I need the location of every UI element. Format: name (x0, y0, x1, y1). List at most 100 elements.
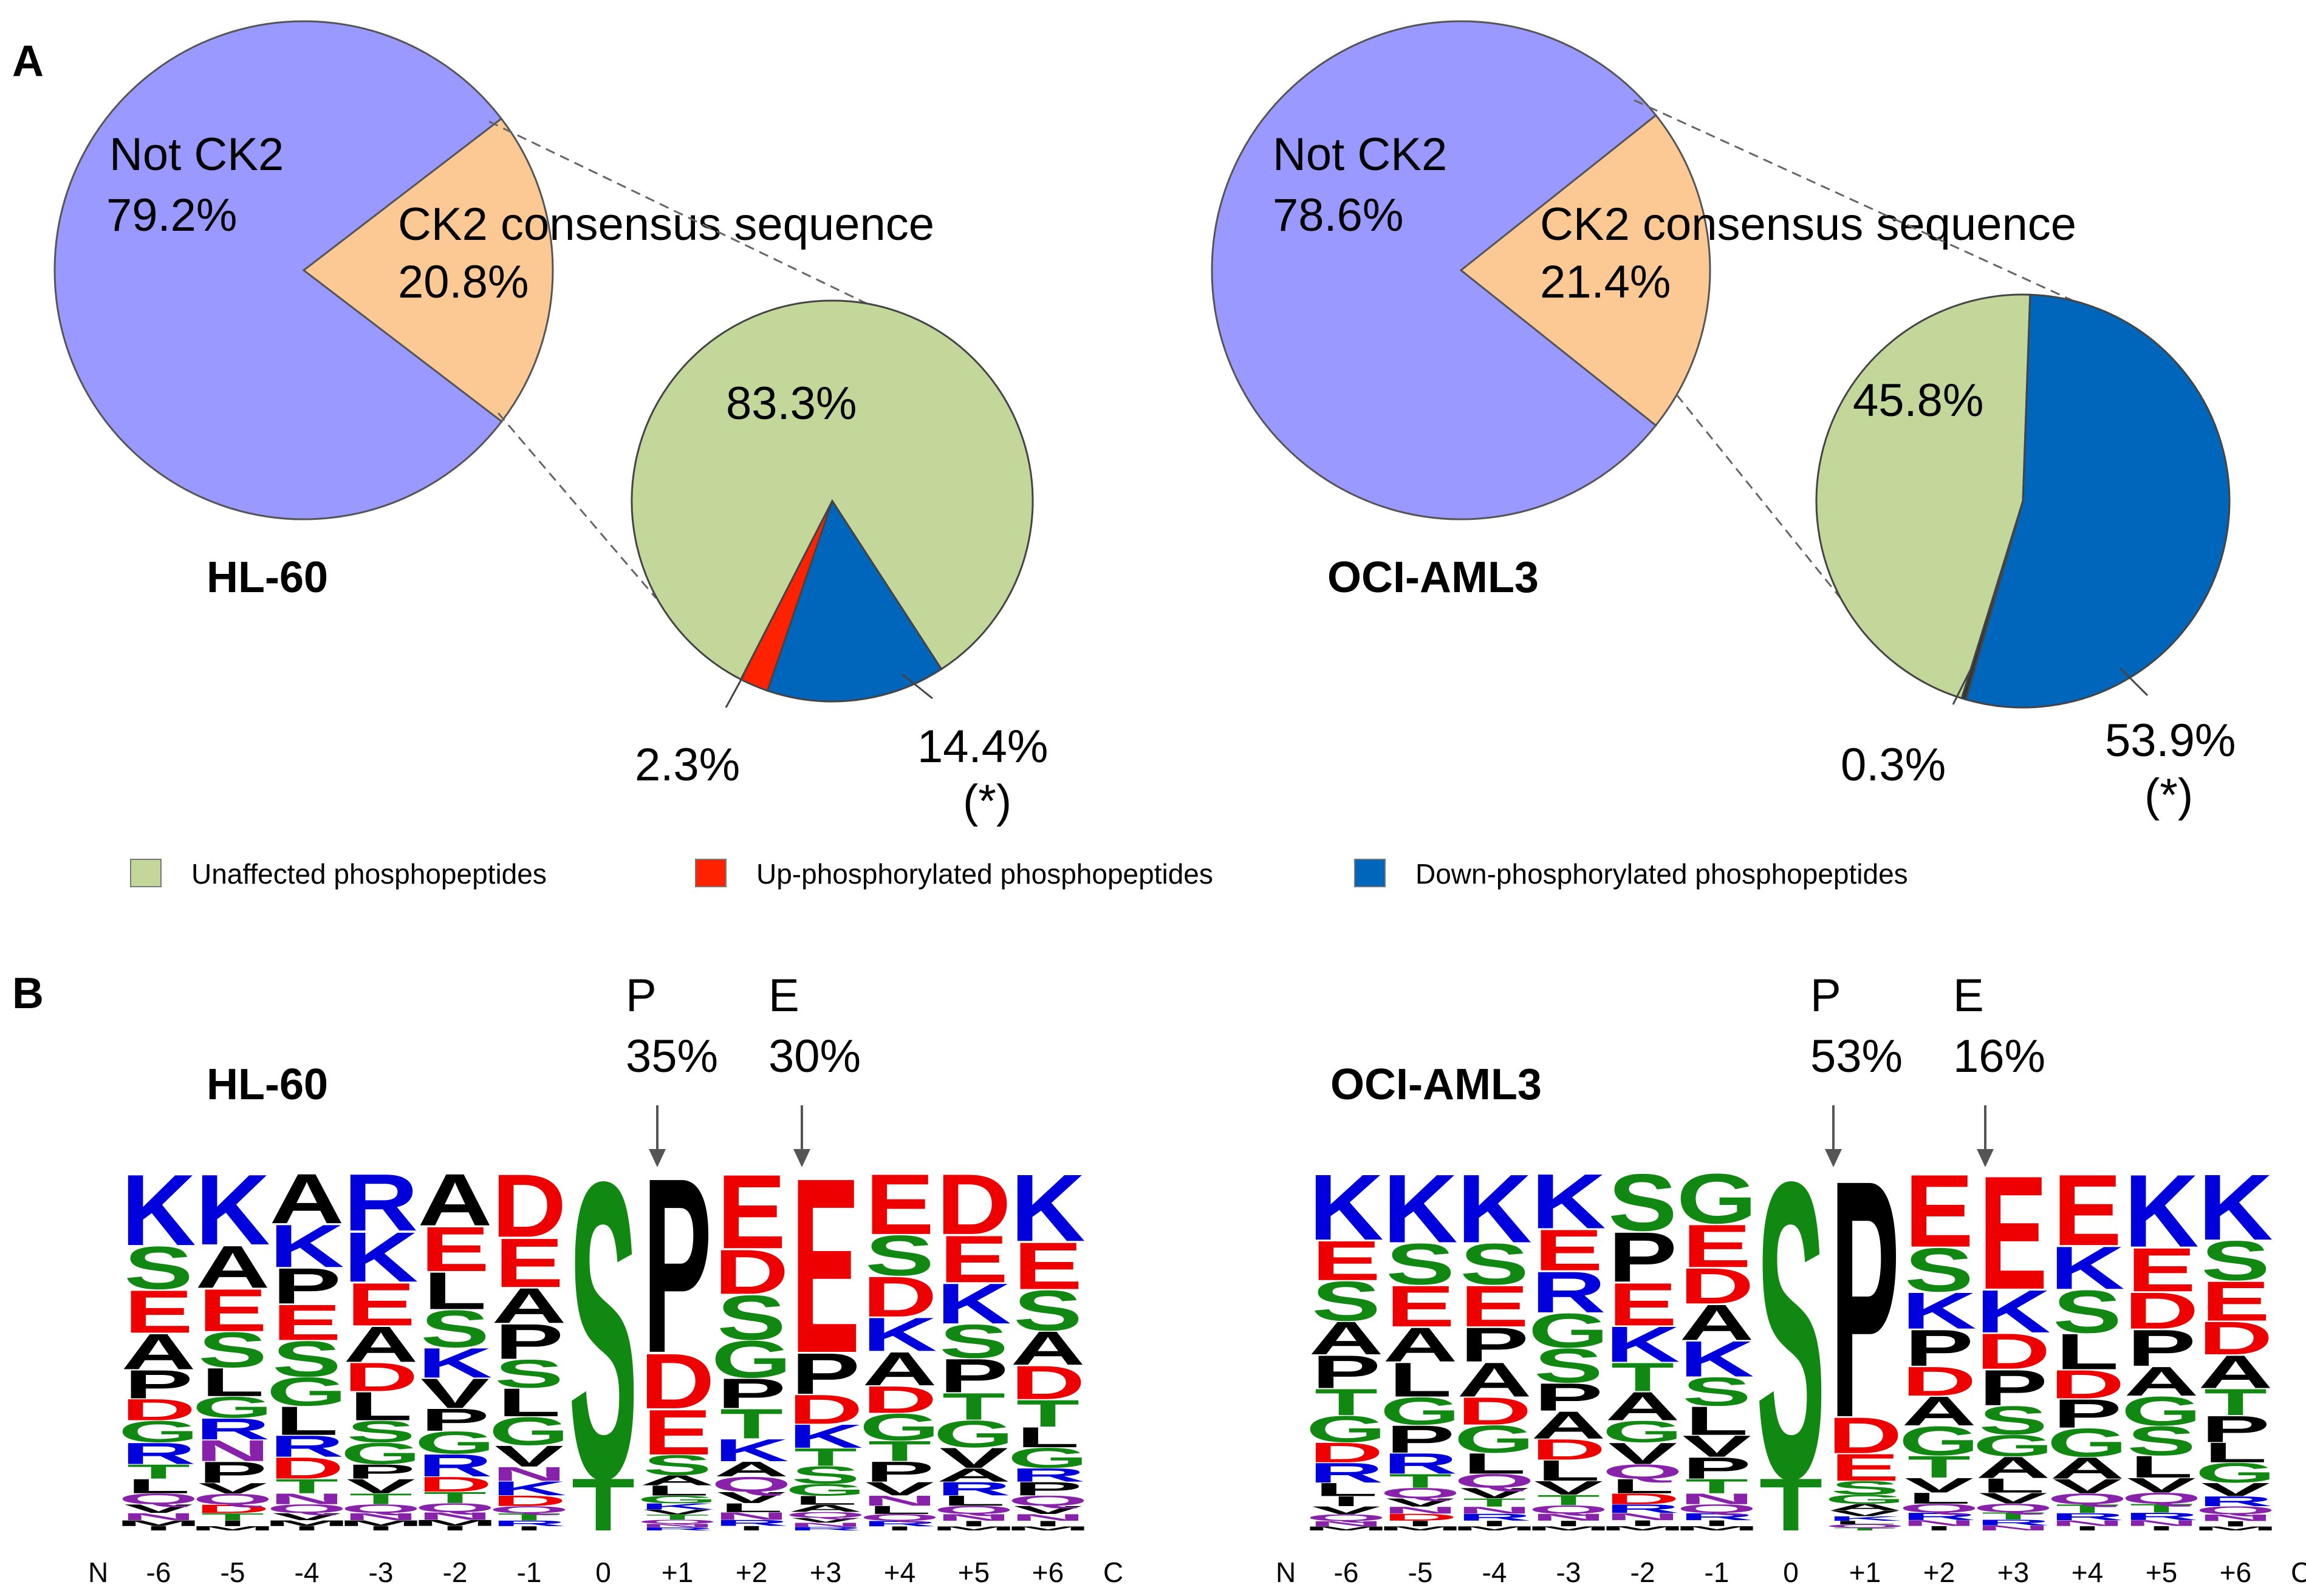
logo-letter: R (1679, 1511, 1754, 1523)
callout-pct-p: 53% (1810, 1031, 1903, 1082)
label-not-ck2: Not CK2 (109, 129, 284, 180)
logo-letter: R (1457, 1512, 1531, 1523)
logo-letter: D (862, 1265, 937, 1329)
logo-letter: L (1016, 1422, 1079, 1453)
note-down: (*) (2144, 769, 2193, 821)
callout-residue-e: E (768, 970, 799, 1021)
legend-swatch-up (695, 859, 727, 887)
logo-letter: P (1386, 1417, 1455, 1461)
logo-letter: D (1309, 1437, 1383, 1468)
logo-letter: P (939, 1349, 1008, 1403)
logo-letter: K (788, 1417, 863, 1454)
arrowhead-icon (1977, 1149, 1994, 1167)
logo-letter: T (1907, 1450, 1971, 1484)
logo-letter: T (275, 1475, 338, 1498)
logo-letter: N (1901, 1518, 1976, 1527)
logo-letter: L (2204, 1437, 2267, 1468)
logo-letter: R (195, 1412, 270, 1446)
logo-letter: E (1904, 1154, 1974, 1269)
slice-not-ck2 (1211, 20, 1657, 520)
logo-letter: K (1010, 1154, 1085, 1261)
logo-letter: D (714, 1236, 789, 1308)
position-tick-label: +3 (810, 1557, 841, 1588)
logo-letter: G (2195, 1458, 2276, 1489)
legend-label-up: Up-phosphorylated phosphopeptides (756, 858, 1213, 890)
logo-letter: G (1899, 1418, 1980, 1464)
logo-letter: L (646, 1482, 709, 1498)
logo-letter: S (124, 1233, 193, 1301)
slice-ck2 (1459, 114, 1711, 427)
logo-letter: T (1611, 1355, 1674, 1400)
logo-letter: D (1605, 1490, 1680, 1507)
logo-letter: E (1534, 1218, 1603, 1283)
position-tick-label: -5 (1408, 1557, 1433, 1588)
logo-letter: E (1682, 1212, 1751, 1280)
logo-letter: N (862, 1493, 937, 1509)
logo-letter: K (1901, 1281, 1976, 1339)
logo-letter: L (423, 1261, 487, 1320)
logo-letter: A (269, 1159, 344, 1238)
logo-letter: Q (118, 1490, 199, 1507)
logo-letter: P (1312, 1346, 1381, 1398)
legend-swatch-unaffected (130, 859, 162, 887)
position-tick-label: +5 (2146, 1557, 2177, 1588)
logo-letter: Q (934, 1504, 1014, 1516)
logo-letter: E (1386, 1274, 1455, 1339)
logo-letter: M (1377, 1525, 1463, 1532)
callout-pct-e: 30% (768, 1031, 861, 1082)
logo-letter: M (190, 1525, 276, 1532)
logo-letter: I (959, 1519, 988, 1528)
logo-letter: T (349, 1490, 412, 1507)
logo-letter: G (785, 1481, 866, 1499)
logo-letter: P (1460, 1318, 1529, 1373)
c-terminus-label: C (2291, 1557, 2306, 1588)
logo-letter: T (572, 1463, 635, 1546)
logo-letter: E (198, 1277, 267, 1344)
logo-letter: V (1904, 1474, 1974, 1497)
c-terminus-label: C (1103, 1557, 1123, 1588)
logo-letter: R (862, 1519, 937, 1528)
value-up: 0.3% (1841, 739, 1946, 791)
n-terminus-label: N (88, 1557, 108, 1588)
logo-letter: N (1309, 1519, 1383, 1528)
logo-letter: V (939, 1442, 1008, 1474)
logo-letter: L (1907, 1490, 1971, 1507)
logo-letter: D (343, 1355, 418, 1400)
logo-letter: D (417, 1473, 492, 1496)
logo-letter: G (711, 1330, 792, 1389)
logo-letter: A (417, 1159, 492, 1241)
value-ck2: 21.4% (1540, 256, 1671, 308)
logo-letter: Q (489, 1504, 570, 1515)
arrowhead-icon (793, 1149, 810, 1167)
logo-letter: N (1976, 1524, 2050, 1532)
logo-letter: M (115, 1519, 202, 1528)
logo-letter: P (272, 1258, 341, 1315)
logo-letter: P (1979, 1360, 2048, 1416)
connector-line-top (1634, 99, 2093, 311)
position-tick-label: +1 (662, 1557, 693, 1588)
logo-letter: V (1608, 1436, 1677, 1470)
position-tick-label: -2 (1630, 1557, 1655, 1588)
value-down: 53.9% (2105, 715, 2236, 766)
logo-letter: R (2124, 1510, 2198, 1522)
logo-letter: T (1016, 1393, 1079, 1435)
position-tick-label: +4 (884, 1557, 915, 1588)
logo-letter: L (794, 1493, 857, 1507)
logo-letter: A (936, 1464, 1011, 1485)
pie-ociaml3-sub: 45.8% 0.3% 53.9% (*) (1815, 293, 2236, 821)
logo-letter: Q (1825, 1524, 1906, 1529)
pie-hl60-sub: 83.3% 2.3% 14.4% (*) (631, 299, 1049, 827)
logo-letter: N (2124, 1518, 2198, 1527)
logo-letter: N (195, 1434, 270, 1468)
logo-letter: R (1010, 1464, 1085, 1485)
position-tick-label: -1 (517, 1557, 542, 1588)
logo-letter: N (1383, 1505, 1457, 1516)
logo-letter: I (1332, 1493, 1360, 1509)
legend-label-unaffected: Unaffected phosphopeptides (191, 858, 547, 890)
logo-letter: A (1531, 1403, 1606, 1447)
logo-letter: V (717, 1489, 786, 1506)
logo-letter: D (1457, 1390, 1531, 1433)
logo-letter: K (1457, 1154, 1531, 1263)
logo-letter: R (714, 1518, 789, 1528)
